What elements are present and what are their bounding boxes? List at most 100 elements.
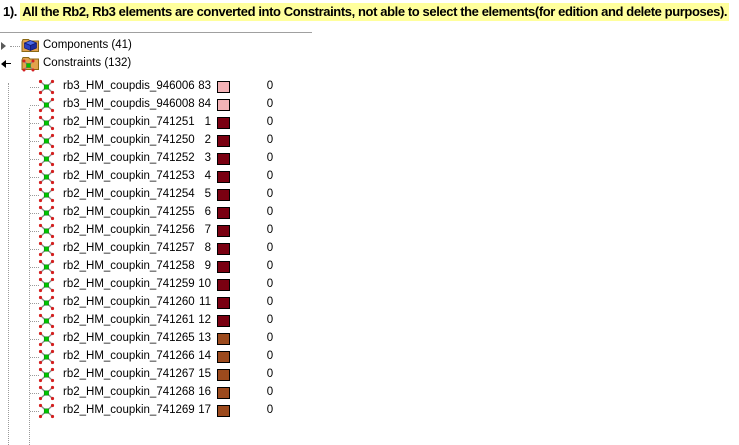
constraint-item-row[interactable]: rb2_HM_coupkin_741260 11 0 [0,294,330,312]
item-count: 0 [266,368,274,380]
constraint-spider-icon [38,223,55,242]
tree-connector [10,46,20,47]
constraint-spider-icon [38,205,55,224]
constraint-spider-icon [38,169,55,188]
model-browser-tree: Components (41) Constraints (132) [0,37,330,445]
tree-connector [30,123,39,124]
note-text: 1). All the Rb2, Rb3 elements are conver… [3,3,730,21]
item-name[interactable]: rb2_HM_coupkin_741250 [63,134,195,146]
components-folder-icon [21,38,40,56]
constraint-item-row[interactable]: rb2_HM_coupkin_741253 4 0 [0,168,330,186]
item-name[interactable]: rb2_HM_coupkin_741252 [63,152,195,164]
tree-connector [30,285,39,286]
item-name[interactable]: rb2_HM_coupkin_741256 [63,224,195,236]
item-name[interactable]: rb2_HM_coupkin_741259 [63,278,195,290]
constraint-spider-icon [38,295,55,314]
constraint-item-row[interactable]: rb2_HM_coupkin_741269 17 0 [0,402,330,420]
constraint-item-row[interactable]: rb2_HM_coupkin_741254 5 0 [0,186,330,204]
item-name[interactable]: rb2_HM_coupkin_741251 [63,116,195,128]
item-id: 8 [204,242,211,254]
item-count: 0 [266,260,274,272]
item-count: 0 [266,116,274,128]
note-highlight: All the Rb2, Rb3 elements are converted … [20,3,730,21]
constraint-item-row[interactable]: rb3_HM_coupdis_946006 83 0 [0,78,330,96]
color-chip[interactable] [217,387,230,399]
constraint-item-row[interactable]: rb2_HM_coupkin_741251 1 0 [0,114,330,132]
item-name[interactable]: rb2_HM_coupkin_741257 [63,242,195,254]
item-name[interactable]: rb3_HM_coupdis_946008 [63,98,195,110]
constraint-spider-icon [38,97,55,116]
constraint-item-row[interactable]: rb2_HM_coupkin_741252 3 0 [0,150,330,168]
item-name[interactable]: rb3_HM_coupdis_946006 [63,80,195,92]
item-name[interactable]: rb2_HM_coupkin_741265 [63,332,195,344]
collapse-arrow-icon [6,63,11,64]
color-chip[interactable] [217,99,230,111]
constraint-spider-icon [38,313,55,332]
color-chip[interactable] [217,279,230,291]
constraint-item-row[interactable]: rb2_HM_coupkin_741256 7 0 [0,222,330,240]
color-chip[interactable] [217,225,230,237]
item-count: 0 [266,242,274,254]
color-chip[interactable] [217,81,230,93]
tree-connector [30,87,39,88]
color-chip[interactable] [217,135,230,147]
color-chip[interactable] [217,315,230,327]
constraint-spider-icon [38,241,55,260]
expand-arrow-icon[interactable] [1,42,6,50]
item-id: 10 [198,278,211,290]
tree-item-label[interactable]: Components (41) [43,39,132,51]
constraint-item-row[interactable]: rb3_HM_coupdis_946008 84 0 [0,96,330,114]
color-chip[interactable] [217,117,230,129]
item-id: 13 [198,332,211,344]
constraint-spider-icon [38,385,55,404]
constraint-item-row[interactable]: rb2_HM_coupkin_741258 9 0 [0,258,330,276]
constraint-spider-icon [38,403,55,422]
color-chip[interactable] [217,405,230,417]
constraints-folder-icon [21,56,40,75]
constraint-item-row[interactable]: rb2_HM_coupkin_741255 6 0 [0,204,330,222]
color-chip[interactable] [217,153,230,165]
item-count: 0 [266,188,274,200]
tree-item-constraints[interactable]: Constraints (132) [0,55,330,73]
item-id: 1 [204,116,211,128]
item-name[interactable]: rb2_HM_coupkin_741268 [63,386,195,398]
constraint-item-row[interactable]: rb2_HM_coupkin_741261 12 0 [0,312,330,330]
item-id: 12 [198,314,211,326]
color-chip[interactable] [217,369,230,381]
color-chip[interactable] [217,189,230,201]
constraint-item-row[interactable]: rb2_HM_coupkin_741268 16 0 [0,384,330,402]
item-name[interactable]: rb2_HM_coupkin_741255 [63,206,195,218]
item-id: 17 [198,404,211,416]
color-chip[interactable] [217,171,230,183]
tree-item-components[interactable]: Components (41) [0,37,330,55]
tree-item-label[interactable]: Constraints (132) [43,57,132,69]
constraint-item-row[interactable]: rb2_HM_coupkin_741257 8 0 [0,240,330,258]
constraint-item-row[interactable]: rb2_HM_coupkin_741250 2 0 [0,132,330,150]
item-count: 0 [266,152,274,164]
constraint-item-row[interactable]: rb2_HM_coupkin_741265 13 0 [0,330,330,348]
constraint-spider-icon [38,259,55,278]
color-chip[interactable] [217,207,230,219]
item-name[interactable]: rb2_HM_coupkin_741266 [63,350,195,362]
constraint-list: rb3_HM_coupdis_946006 83 0 rb3_HM_coupdi… [0,78,330,420]
color-chip[interactable] [217,261,230,273]
item-name[interactable]: rb2_HM_coupkin_741260 [63,296,195,308]
item-name[interactable]: rb2_HM_coupkin_741261 [63,314,195,326]
tree-connector [30,339,39,340]
item-name[interactable]: rb2_HM_coupkin_741267 [63,368,195,380]
item-id: 11 [199,296,211,308]
constraint-item-row[interactable]: rb2_HM_coupkin_741259 10 0 [0,276,330,294]
color-chip[interactable] [217,351,230,363]
collapse-arrow-icon[interactable] [1,60,6,68]
item-id: 7 [204,224,211,236]
item-name[interactable]: rb2_HM_coupkin_741254 [63,188,195,200]
color-chip[interactable] [217,243,230,255]
color-chip[interactable] [217,297,230,309]
item-id: 3 [204,152,211,164]
color-chip[interactable] [217,333,230,345]
item-count: 0 [266,80,274,92]
item-name[interactable]: rb2_HM_coupkin_741253 [63,170,195,182]
item-name[interactable]: rb2_HM_coupkin_741258 [63,260,195,272]
constraint-item-row[interactable]: rb2_HM_coupkin_741267 15 0 [0,366,330,384]
constraint-item-row[interactable]: rb2_HM_coupkin_741266 14 0 [0,348,330,366]
